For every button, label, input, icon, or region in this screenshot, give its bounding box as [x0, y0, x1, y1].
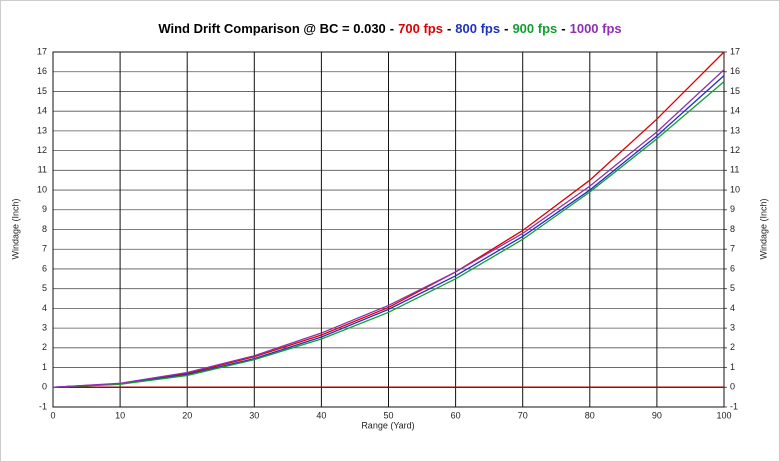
y2-tick-label: 2	[730, 342, 735, 352]
chart-title: Wind Drift Comparison @ BC = 0.030-700 f…	[158, 21, 621, 36]
y-tick-label: 0	[42, 382, 47, 392]
y2-tick-label: 11	[730, 165, 739, 175]
y2-tick-label: 1	[730, 362, 735, 372]
y-tick-label: 4	[42, 303, 47, 313]
y-tick-label: 7	[42, 244, 47, 254]
y-tick-label: 1	[42, 362, 47, 372]
y2-axis-label: Windage (Inch)	[758, 198, 768, 259]
y2-tick-label: 9	[730, 204, 735, 214]
y2-tick-label: 12	[730, 145, 740, 155]
y-tick-label: 13	[37, 125, 47, 135]
legend-entry: 700 fps	[398, 21, 443, 36]
x-tick-label: 0	[50, 410, 55, 420]
y-tick-label: 5	[42, 283, 47, 293]
y2-tick-label: 0	[730, 382, 735, 392]
y2-tick-label: 13	[730, 125, 740, 135]
series-line	[52, 75, 725, 388]
title-text: Wind Drift Comparison @ BC = 0.030	[158, 21, 385, 36]
y2-tick-label: 4	[730, 303, 735, 313]
legend-entry: 900 fps	[512, 21, 557, 36]
x-tick-label: 100	[716, 410, 731, 420]
title-separator: -	[390, 21, 394, 36]
x-tick-label: 20	[182, 410, 192, 420]
y-tick-label: 15	[37, 86, 47, 96]
y-axis-label: Windage (Inch)	[10, 198, 20, 259]
legend-entry: 1000 fps	[570, 21, 622, 36]
y-tick-label: 17	[37, 46, 47, 56]
y2-tick-label: -1	[730, 401, 738, 411]
y-tick-label: 11	[38, 165, 47, 175]
y2-tick-label: 16	[730, 66, 740, 76]
y-tick-label: 3	[42, 322, 47, 332]
y-tick-label: 2	[42, 342, 47, 352]
title-separator: -	[561, 21, 565, 36]
y2-tick-label: 10	[730, 184, 740, 194]
y2-tick-label: 6	[730, 263, 735, 273]
title-separator: -	[447, 21, 451, 36]
x-axis-label: Range (Yard)	[361, 420, 414, 430]
y2-tick-label: 14	[730, 106, 740, 116]
x-tick-label: 60	[451, 410, 461, 420]
y-tick-label: 8	[42, 224, 47, 234]
x-tick-label: 90	[652, 410, 662, 420]
x-tick-label: 70	[518, 410, 528, 420]
y-tick-label: -1	[39, 401, 47, 411]
title-separator: -	[504, 21, 508, 36]
series-line	[52, 81, 725, 388]
y2-tick-label: 5	[730, 283, 735, 293]
y2-tick-label: 3	[730, 322, 735, 332]
y2-tick-label: 7	[730, 244, 735, 254]
y-tick-label: 10	[37, 184, 47, 194]
y-tick-label: 6	[42, 263, 47, 273]
legend-entry: 800 fps	[455, 21, 500, 36]
x-tick-label: 50	[383, 410, 393, 420]
y-tick-label: 14	[37, 106, 47, 116]
y2-tick-label: 15	[730, 86, 740, 96]
plot-border	[52, 51, 725, 408]
y-tick-label: 16	[37, 66, 47, 76]
y2-tick-label: 8	[730, 224, 735, 234]
x-tick-label: 10	[115, 410, 125, 420]
y-tick-label: 12	[37, 145, 47, 155]
x-tick-label: 30	[249, 410, 259, 420]
y2-tick-label: 17	[730, 46, 740, 56]
x-tick-label: 40	[316, 410, 326, 420]
y-tick-label: 9	[42, 204, 47, 214]
series-line	[52, 69, 725, 388]
x-tick-label: 80	[585, 410, 595, 420]
series-line	[52, 51, 725, 388]
